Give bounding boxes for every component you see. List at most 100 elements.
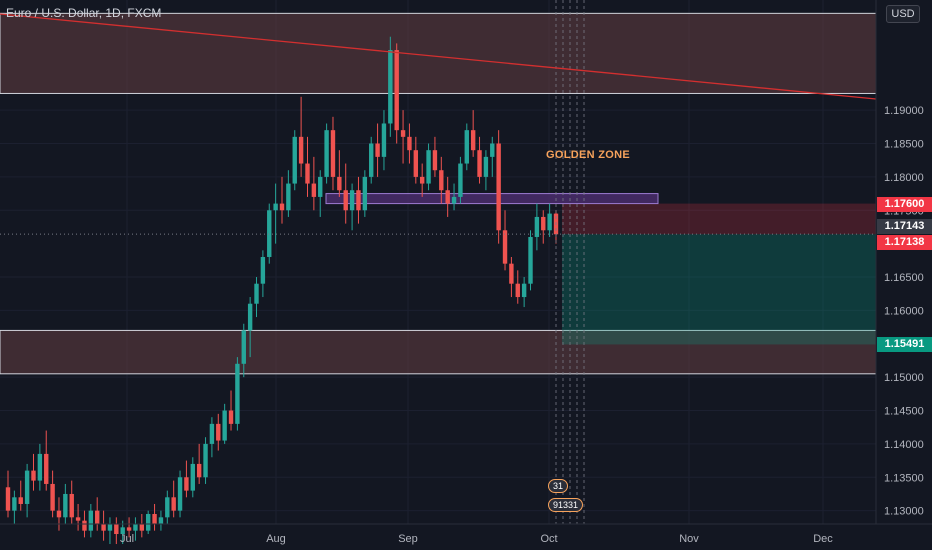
y-tick-label: 1.18500: [884, 139, 924, 151]
candle-body: [362, 176, 368, 211]
candle-body: [228, 410, 234, 424]
candle-body: [343, 190, 348, 211]
candle-body: [37, 453, 43, 481]
candle-body: [241, 330, 246, 364]
candle-body: [439, 170, 444, 191]
y-tick-label: 1.18000: [884, 172, 924, 184]
candle-body: [126, 527, 132, 531]
candle-body: [445, 190, 450, 204]
candle-body: [286, 183, 291, 211]
y-tick-label: 1.13500: [884, 472, 924, 484]
x-tick-label: Oct: [540, 533, 557, 545]
candle-body: [216, 423, 221, 441]
candle-body: [400, 130, 406, 137]
y-tick-label: 1.15000: [884, 372, 924, 384]
candle-body: [24, 470, 30, 504]
golden-zone-label: GOLDEN ZONE: [546, 149, 630, 161]
candle-body: [349, 190, 355, 211]
y-tick-label: 1.16000: [884, 305, 924, 317]
candle-body: [158, 517, 164, 524]
candle-body: [432, 150, 438, 171]
candle-body: [88, 510, 94, 531]
candle-body: [375, 143, 380, 157]
candle-body: [56, 510, 62, 518]
candle-body: [209, 423, 215, 444]
currency-button[interactable]: USD: [886, 5, 920, 23]
candle-body: [426, 150, 431, 184]
price-tag-entry: 1.17138: [877, 235, 932, 251]
candle-body: [356, 190, 361, 211]
candle-body: [279, 203, 285, 211]
y-tick-label: 1.19000: [884, 105, 924, 117]
candle-body: [324, 130, 329, 177]
candle-body: [381, 123, 387, 157]
candle-body: [407, 136, 412, 151]
candle-body: [298, 136, 304, 164]
candle-body: [515, 283, 520, 298]
candle-body: [292, 136, 297, 184]
y-tick-label: 1.14000: [884, 439, 924, 451]
candle-body: [337, 176, 342, 191]
candle-body: [139, 524, 145, 531]
candle-body: [222, 410, 227, 441]
candle-body: [521, 283, 527, 298]
candle-body: [388, 50, 393, 124]
candle-body: [133, 524, 138, 531]
event-marker-b[interactable]: 91331: [548, 498, 584, 512]
candle-body: [190, 463, 195, 491]
candle-body: [18, 497, 23, 504]
price-axis: [876, 0, 932, 550]
candle-body: [528, 236, 533, 284]
candle-body: [247, 303, 253, 331]
event-marker-a[interactable]: 31: [548, 479, 569, 493]
candle-body: [12, 497, 17, 511]
y-tick-label: 1.16500: [884, 272, 924, 284]
overlays: [0, 0, 877, 524]
candle-body: [419, 176, 425, 184]
candle-body: [75, 517, 81, 521]
candle-body: [165, 497, 170, 518]
candle-body: [114, 524, 119, 535]
candle-body: [82, 520, 87, 531]
candle-body: [260, 256, 266, 284]
grid-lines: [0, 0, 876, 524]
x-tick-label: Sep: [398, 533, 418, 545]
candle-body: [177, 477, 183, 511]
candle-body: [470, 130, 476, 151]
price-tag-last: 1.17143: [877, 219, 932, 235]
x-tick-label: Dec: [813, 533, 833, 545]
price-tag-stop: 1.17600: [877, 196, 932, 212]
candle-body: [394, 50, 399, 131]
candle-body: [464, 130, 469, 164]
candle-body: [369, 143, 374, 177]
candle-body: [273, 203, 278, 211]
candles: [5, 36, 559, 545]
candle-body: [267, 210, 272, 257]
candle-body: [509, 263, 514, 284]
candle-body: [490, 143, 495, 157]
candle-body: [50, 483, 55, 511]
candle-body: [196, 463, 202, 478]
golden-zone: [325, 193, 659, 205]
take-profit-area: [562, 234, 876, 345]
x-tick-label: Aug: [266, 533, 286, 545]
candle-body: [496, 143, 501, 231]
candle-body: [458, 163, 463, 197]
candle-body: [311, 183, 317, 197]
x-tick-label: Jul: [120, 533, 134, 545]
y-tick-label: 1.14500: [884, 406, 924, 418]
candle-body: [107, 524, 113, 531]
candle-body: [305, 163, 310, 184]
candle-body: [547, 213, 552, 231]
x-tick-label: Nov: [679, 533, 699, 545]
candle-body: [451, 196, 457, 204]
candle-body: [203, 443, 208, 478]
candle-body: [171, 497, 176, 511]
candle-body: [69, 493, 74, 518]
zones: [0, 12, 877, 375]
candle-body: [5, 487, 11, 511]
candle-body: [541, 216, 546, 231]
candle-body: [101, 524, 106, 531]
